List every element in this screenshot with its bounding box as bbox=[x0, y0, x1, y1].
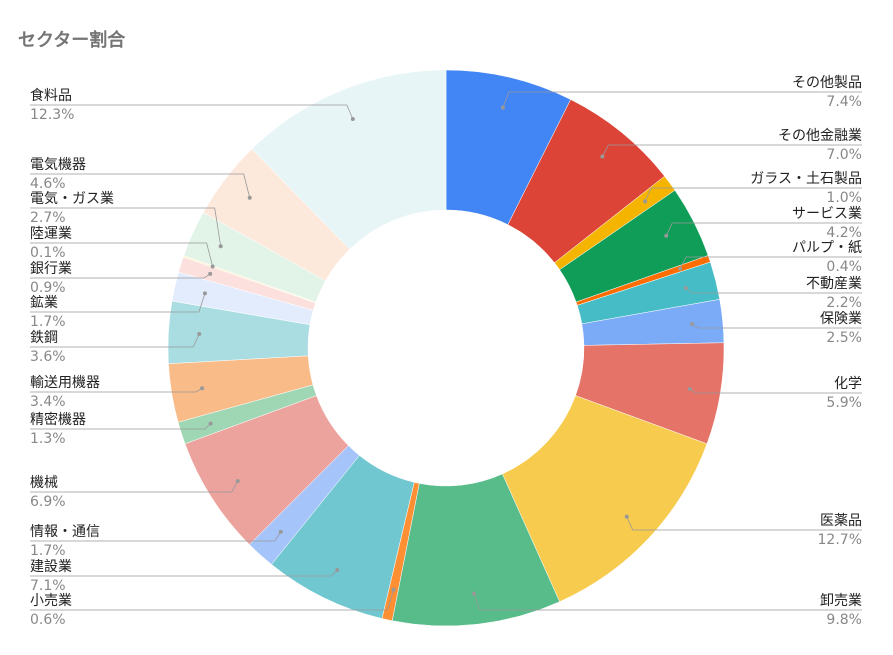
leaders-group bbox=[30, 91, 862, 611]
leader-dot-1 bbox=[600, 154, 605, 159]
leader-dot-14 bbox=[208, 421, 213, 426]
slice-value-9: 9.8% bbox=[826, 612, 862, 628]
slice-value-1: 7.0% bbox=[826, 147, 862, 163]
slice-label-4: パルプ・紙 bbox=[792, 240, 862, 256]
slice-label-12: 情報・通信 bbox=[30, 524, 100, 540]
slice-label-15: 輸送用機器 bbox=[30, 375, 100, 391]
slices-group bbox=[167, 69, 725, 627]
leader-line-6 bbox=[691, 323, 862, 329]
slice-value-21: 4.6% bbox=[30, 176, 66, 192]
slice-value-13: 6.9% bbox=[30, 494, 66, 510]
slice-label-20: 電気・ガス業 bbox=[30, 191, 114, 207]
leader-line-2 bbox=[644, 187, 862, 202]
leader-line-13 bbox=[30, 480, 239, 493]
slice-label-10: 小売業 bbox=[30, 593, 72, 609]
leader-line-20 bbox=[30, 207, 222, 247]
leader-line-9 bbox=[473, 593, 862, 611]
slice-label-22: 食料品 bbox=[30, 87, 72, 104]
leader-dot-4 bbox=[678, 266, 683, 271]
slice-value-16: 3.6% bbox=[30, 349, 66, 365]
slice-label-14: 精密機器 bbox=[30, 411, 86, 428]
slice-label-3: サービス業 bbox=[792, 206, 862, 222]
leader-dot-17 bbox=[202, 291, 207, 296]
leader-dot-16 bbox=[197, 332, 202, 337]
slice-label-1: その他金融業 bbox=[778, 128, 862, 144]
slice-label-17: 鉱業 bbox=[30, 294, 58, 311]
slice-label-2: ガラス・土石製品 bbox=[750, 171, 862, 187]
slice-value-5: 2.2% bbox=[826, 295, 862, 311]
labels-group: その他製品 7.4% その他金融業 7.0% ガラス・土石製品 1.0%サービス業 4.2%… bbox=[30, 75, 862, 628]
slice-label-9: 卸売業 bbox=[820, 593, 862, 609]
leader-line-19 bbox=[30, 242, 214, 267]
leader-line-5 bbox=[685, 287, 862, 294]
leader-dot-12 bbox=[278, 529, 283, 534]
slice-label-7: 化学 bbox=[834, 376, 862, 392]
leader-line-18 bbox=[30, 273, 211, 279]
leader-dot-6 bbox=[690, 321, 695, 326]
slice-label-5: 不動産業 bbox=[806, 276, 862, 292]
leader-line-11 bbox=[30, 569, 338, 577]
leader-dot-0 bbox=[500, 105, 505, 110]
slice-value-11: 7.1% bbox=[30, 578, 66, 594]
slice-value-20: 2.7% bbox=[30, 210, 66, 226]
leader-dot-9 bbox=[471, 591, 476, 596]
leader-dot-7 bbox=[687, 386, 692, 391]
leader-line-7 bbox=[689, 388, 862, 394]
leader-line-10 bbox=[30, 589, 394, 611]
leader-dot-2 bbox=[643, 199, 648, 204]
leader-line-1 bbox=[602, 144, 862, 157]
leader-line-17 bbox=[30, 293, 206, 313]
slice-value-14: 1.3% bbox=[30, 431, 66, 447]
slice-value-0: 7.4% bbox=[826, 94, 862, 110]
leader-dot-10 bbox=[391, 587, 396, 592]
slice-value-4: 0.4% bbox=[826, 259, 862, 275]
slice-value-7: 5.9% bbox=[826, 395, 862, 411]
leader-line-14 bbox=[30, 423, 211, 430]
leader-dot-21 bbox=[247, 195, 252, 200]
slice-value-19: 0.1% bbox=[30, 245, 66, 261]
slice-label-16: 鉄鋼 bbox=[30, 330, 58, 346]
leader-dot-19 bbox=[210, 264, 215, 269]
leader-line-21 bbox=[30, 173, 251, 198]
slice-value-6: 2.5% bbox=[826, 330, 862, 346]
leader-line-3 bbox=[665, 222, 862, 236]
leader-line-15 bbox=[30, 387, 203, 393]
slice-value-3: 4.2% bbox=[826, 225, 862, 241]
slice-value-15: 3.4% bbox=[30, 394, 66, 410]
leader-line-4 bbox=[679, 256, 862, 269]
leader-dot-8 bbox=[624, 514, 629, 519]
slice-label-13: 機械 bbox=[30, 475, 58, 491]
slice-value-2: 1.0% bbox=[826, 190, 862, 206]
leader-line-22 bbox=[30, 104, 354, 120]
leader-dot-11 bbox=[335, 567, 340, 572]
leader-dot-15 bbox=[200, 386, 205, 391]
leader-dot-20 bbox=[218, 244, 223, 249]
slice-label-21: 電気機器 bbox=[30, 157, 86, 173]
slice-label-19: 陸運業 bbox=[30, 226, 72, 242]
slice-value-10: 0.6% bbox=[30, 612, 66, 628]
slice-label-11: 建設業 bbox=[30, 559, 72, 575]
donut-slice-22 bbox=[251, 69, 447, 250]
leader-dot-13 bbox=[235, 479, 240, 484]
slice-value-22: 12.3% bbox=[30, 107, 74, 123]
leader-dot-18 bbox=[208, 271, 213, 276]
leader-line-16 bbox=[30, 333, 200, 348]
leader-dot-3 bbox=[664, 233, 669, 238]
chart-title: セクター割合 bbox=[18, 30, 126, 51]
leader-dot-22 bbox=[350, 117, 355, 122]
leader-dot-5 bbox=[683, 286, 688, 291]
slice-label-8: 医薬品 bbox=[820, 513, 862, 529]
slice-label-6: 保険業 bbox=[820, 311, 862, 327]
leader-line-8 bbox=[626, 516, 862, 531]
slice-value-12: 1.7% bbox=[30, 543, 66, 559]
slice-value-17: 1.7% bbox=[30, 314, 66, 330]
slice-value-8: 12.7% bbox=[818, 532, 862, 548]
leader-line-12 bbox=[30, 531, 282, 542]
slice-value-18: 0.9% bbox=[30, 280, 66, 296]
slice-label-18: 銀行業 bbox=[30, 261, 72, 277]
leader-line-0 bbox=[502, 91, 862, 108]
slice-label-0: その他製品 bbox=[792, 75, 862, 91]
